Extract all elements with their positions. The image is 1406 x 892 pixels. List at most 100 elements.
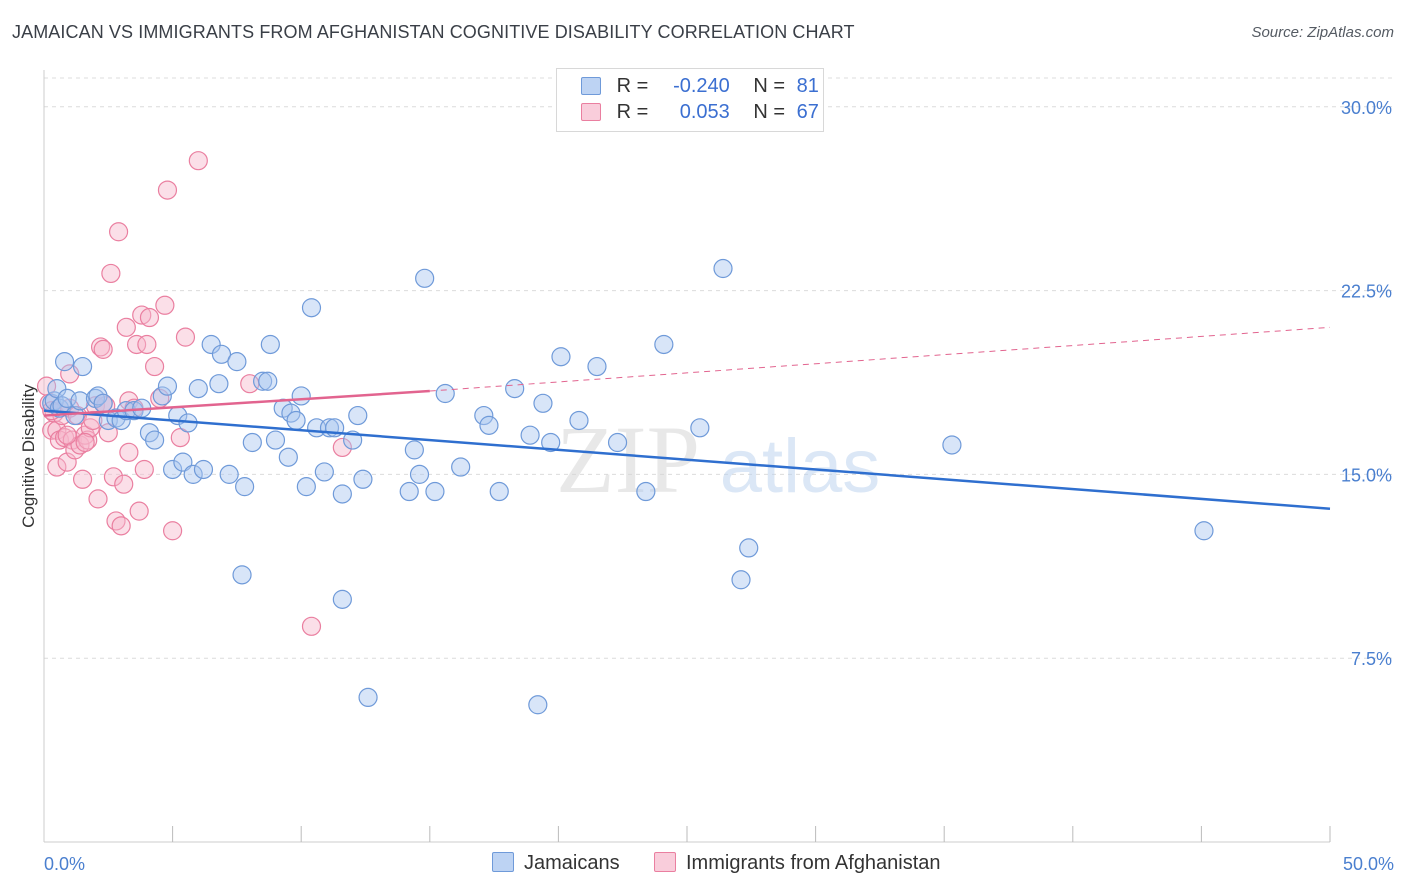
trend-lines <box>43 326 1331 510</box>
series-jamaicans-points <box>42 258 1214 715</box>
afghanistan-point <box>332 437 352 458</box>
afghanistan-point <box>93 339 113 359</box>
afghanistan-point <box>54 428 75 448</box>
jamaicans-point <box>163 459 183 480</box>
jamaicans-point <box>193 459 214 480</box>
jamaicans-point <box>636 481 656 502</box>
afghanistan-point <box>155 295 175 315</box>
jamaicans-point <box>587 356 607 377</box>
afghanistan-point <box>88 489 108 509</box>
afghanistan-point <box>119 442 139 462</box>
jamaicans-point <box>425 481 445 502</box>
bottom-legend-swatch-blue <box>492 852 514 872</box>
legend-r-label: R = <box>616 101 649 123</box>
jamaicans-point <box>286 410 306 431</box>
legend-swatch-blue <box>581 77 601 95</box>
jamaicans-point <box>173 452 193 472</box>
jamaicans-point <box>278 447 298 467</box>
jamaicans-point <box>227 352 247 372</box>
afghanistan-point <box>134 459 154 480</box>
jamaicans-point <box>404 440 424 460</box>
jamaicans-point <box>358 687 378 708</box>
jamaicans-point <box>399 481 419 502</box>
legend-r-label: R = <box>616 75 649 97</box>
jamaicans-point <box>253 371 273 391</box>
bottom-legend-afghanistan: Immigrants from Afghanistan <box>654 852 941 875</box>
afghanistan-trend-line <box>43 389 430 417</box>
jamaicans-point <box>291 386 311 406</box>
afghanistan-point <box>137 334 157 355</box>
jamaicans-point <box>157 376 178 396</box>
afghanistan-point <box>301 616 322 636</box>
afghanistan-point <box>157 180 178 200</box>
afghanistan-point <box>175 327 196 347</box>
afghanistan-point <box>114 474 134 494</box>
afghanistan-point <box>57 425 77 445</box>
jamaicans-point <box>348 405 368 426</box>
bottom-legend-label: Immigrants from Afghanistan <box>686 852 941 874</box>
afghanistan-point <box>90 337 111 357</box>
jamaicans-point <box>451 457 471 477</box>
afghanistan-point <box>80 418 100 438</box>
watermark-atlas: atlas <box>720 424 881 509</box>
afghanistan-point <box>47 457 67 477</box>
x-tick-label: 50.0% <box>1343 854 1394 874</box>
jamaicans-point <box>93 393 113 413</box>
jamaicans-point <box>301 298 322 318</box>
jamaicans-point <box>713 258 733 279</box>
jamaicans-point <box>219 464 239 484</box>
jamaicans-point <box>183 464 203 484</box>
afghanistan-point <box>57 452 77 472</box>
jamaicans-point <box>479 415 499 435</box>
afghanistan-point <box>101 263 121 284</box>
chart-title: JAMAICAN VS IMMIGRANTS FROM AFGHANISTAN … <box>12 22 855 42</box>
y-tick-label: 30.0% <box>1341 98 1392 118</box>
afghanistan-point <box>75 432 95 453</box>
jamaicans-point <box>296 477 316 497</box>
jamaicans-point <box>144 430 165 450</box>
jamaicans-point <box>242 432 262 453</box>
jamaicans-point <box>260 334 280 355</box>
afghanistan-point <box>108 222 129 242</box>
bottom-legend-swatch-pink <box>654 852 676 872</box>
jamaicans-point <box>314 462 334 482</box>
tick-labels: 7.5% 15.0% 22.5% 30.0% 0.0% 50.0% <box>44 98 1394 874</box>
jamaicans-point <box>489 481 509 502</box>
jamaicans-point <box>409 464 430 484</box>
afghanistan-point <box>129 501 149 521</box>
afghanistan-point <box>139 307 160 328</box>
jamaicans-point <box>54 352 75 372</box>
jamaicans-point <box>551 347 571 367</box>
jamaicans-point <box>541 432 561 453</box>
y-tick-label: 15.0% <box>1341 465 1392 485</box>
bottom-legend-label: Jamaicans <box>524 852 620 874</box>
legend-swatch-pink <box>581 103 601 121</box>
legend-n-value: 81 <box>796 75 819 97</box>
jamaicans-point <box>739 538 759 558</box>
jamaicans-point <box>474 405 494 426</box>
legend-r-value: -0.240 <box>673 75 730 97</box>
jamaicans-point <box>72 356 93 377</box>
jamaicans-point <box>70 391 90 411</box>
y-tick-label: 22.5% <box>1341 282 1392 302</box>
afghanistan-point <box>188 151 208 171</box>
series-afghanistan-points <box>36 151 352 636</box>
jamaicans-point <box>690 418 710 438</box>
jamaicans-point <box>353 469 373 489</box>
bottom-legend-jamaicans: Jamaicans <box>492 852 620 875</box>
jamaicans-point <box>152 386 172 406</box>
jamaicans-point <box>332 589 352 609</box>
jamaicans-point <box>654 334 674 355</box>
jamaicans-point <box>65 405 85 426</box>
jamaicans-point <box>235 477 255 497</box>
x-tick-label: 0.0% <box>44 854 85 874</box>
jamaicans-point <box>942 435 962 455</box>
jamaicans-point <box>435 383 455 404</box>
jamaicans-point <box>47 379 67 399</box>
afghanistan-point <box>132 305 152 325</box>
legend-n-value: 67 <box>796 101 819 123</box>
jamaicans-point <box>265 430 286 450</box>
source-label: Source: ZipAtlas.com <box>1251 24 1394 41</box>
correlation-legend: R = -0.240 N = 81 R = 0.053 N = 67 <box>556 68 824 132</box>
